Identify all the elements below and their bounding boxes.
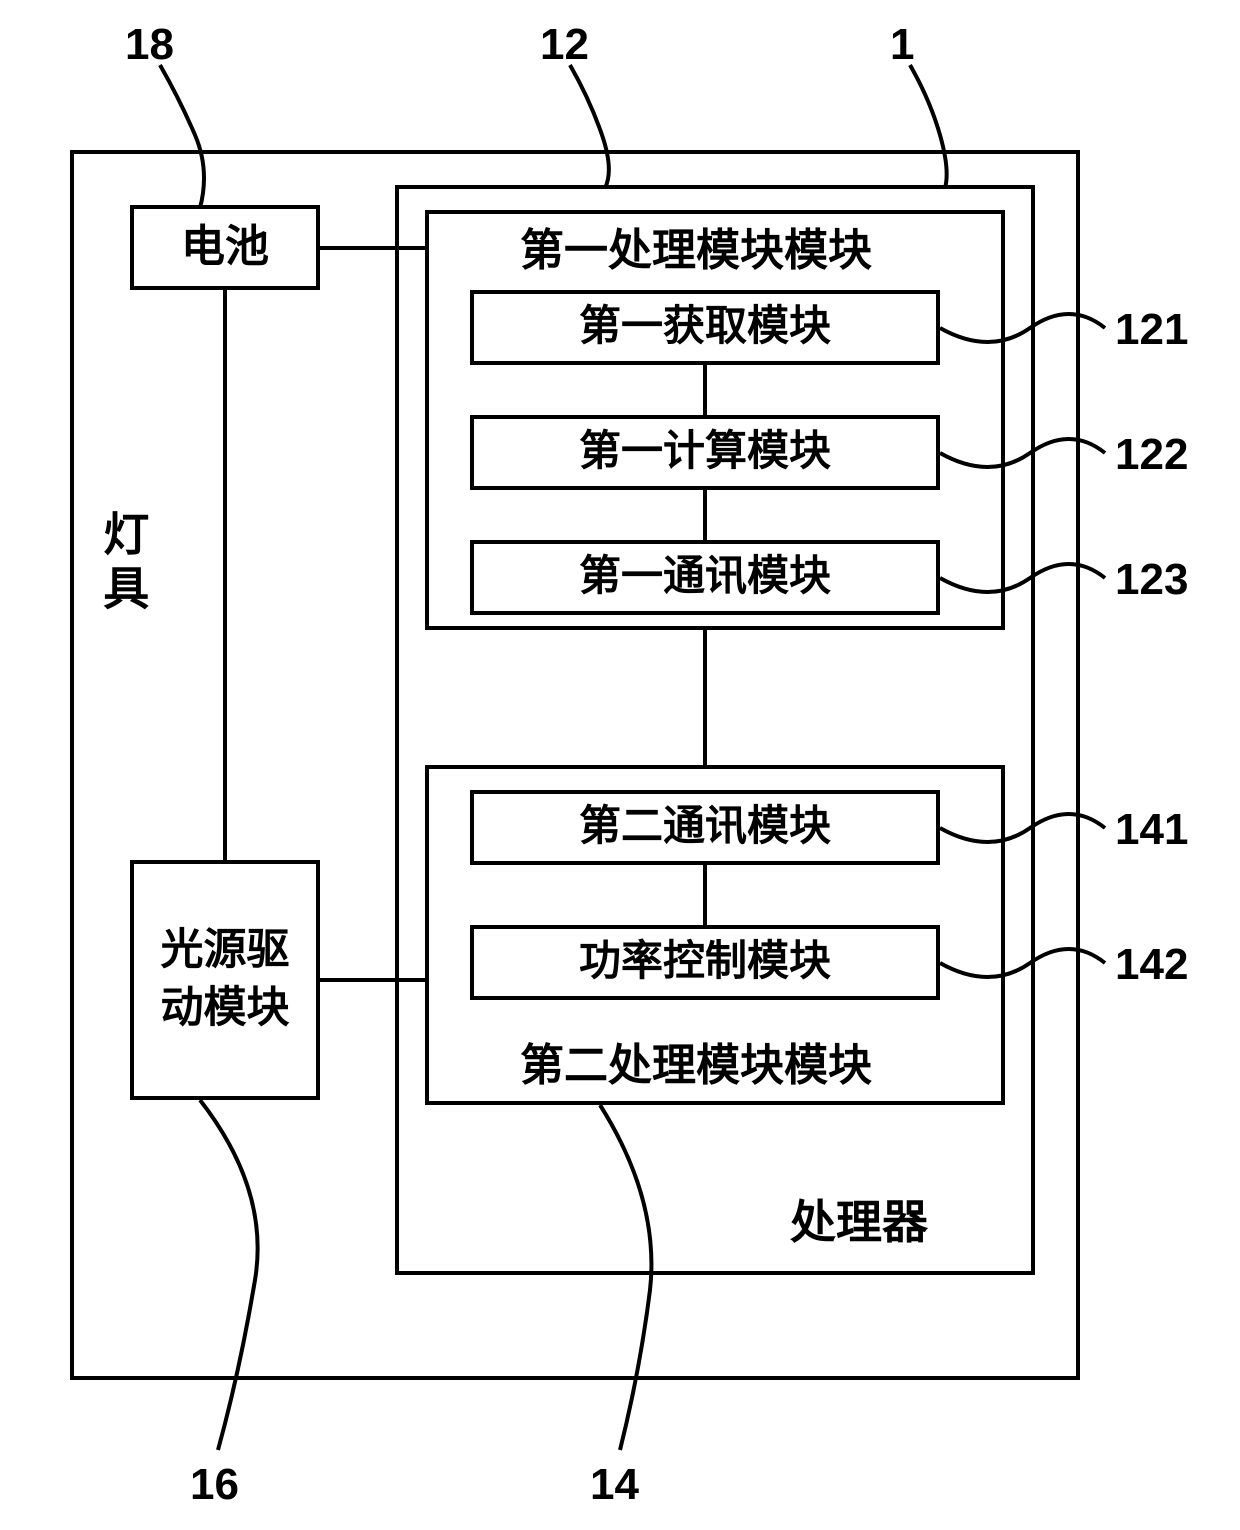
conn-v5 [703, 865, 707, 925]
sub123-label: 第一通讯模块 [579, 552, 831, 602]
conn-v1 [223, 290, 227, 860]
ref-18: 18 [125, 20, 174, 70]
outer-label: 灯具 [95, 510, 145, 630]
driver-box: 光源驱动模块 [130, 860, 320, 1100]
sub122-label: 第一计算模块 [579, 427, 831, 477]
conn-v4 [703, 630, 707, 765]
ref-12: 12 [540, 20, 589, 70]
processor-label: 处理器 [790, 1195, 928, 1250]
sub142-box: 功率控制模块 [470, 925, 940, 1000]
ref-14: 14 [590, 1460, 639, 1510]
sub123-box: 第一通讯模块 [470, 540, 940, 615]
sub142-label: 功率控制模块 [579, 937, 831, 987]
pm2-label: 第二处理模块模块 [520, 1040, 872, 1093]
conn-h2 [320, 978, 425, 982]
sub122-box: 第一计算模块 [470, 415, 940, 490]
battery-label: 电池 [181, 221, 269, 274]
sub121-box: 第一获取模块 [470, 290, 940, 365]
ref-1: 1 [890, 20, 914, 70]
pm1-label: 第一处理模块模块 [520, 225, 872, 278]
ref-121: 121 [1115, 305, 1188, 355]
ref-123: 123 [1115, 555, 1188, 605]
ref-16: 16 [190, 1460, 239, 1510]
conn-v2 [703, 365, 707, 415]
ref-122: 122 [1115, 430, 1188, 480]
sub141-label: 第二通讯模块 [579, 802, 831, 852]
sub141-box: 第二通讯模块 [470, 790, 940, 865]
ref-141: 141 [1115, 805, 1188, 855]
driver-label: 光源驱动模块 [144, 922, 306, 1038]
sub121-label: 第一获取模块 [579, 302, 831, 352]
ref-142: 142 [1115, 940, 1188, 990]
conn-v3 [703, 490, 707, 540]
outer-label-text: 灯具 [95, 510, 150, 618]
battery-box: 电池 [130, 205, 320, 290]
conn-h1 [320, 246, 425, 250]
